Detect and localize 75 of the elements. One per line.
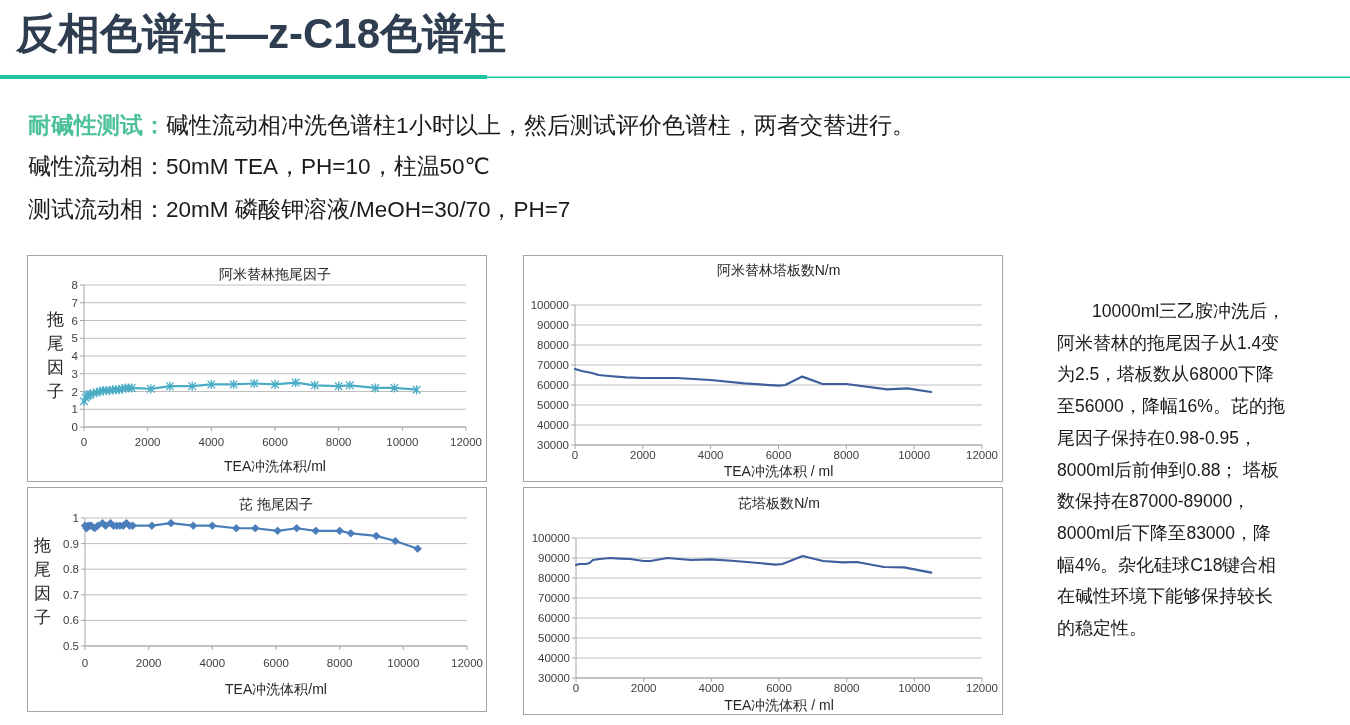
y-tick-label: 60000 xyxy=(538,612,570,624)
x-tick-label: 10000 xyxy=(898,682,931,694)
x-tick-label: 12000 xyxy=(451,657,483,669)
y-tick-label: 1 xyxy=(71,403,78,416)
y-tick-label: 0.7 xyxy=(63,588,79,601)
x-axis-title: TEA冲洗体积/ml xyxy=(224,458,326,474)
x-tick-label: 8000 xyxy=(326,657,353,669)
y-tick-label: 0.8 xyxy=(63,563,79,576)
x-tick-label: 10000 xyxy=(386,436,419,448)
x-tick-label: 2000 xyxy=(134,436,161,448)
text: 碱性流动相冲洗色谱柱1小时以上，然后测试评价色谱柱，两者交替进行。 xyxy=(166,113,915,138)
y-tick-label: 0.6 xyxy=(63,614,79,627)
x-axis-title: TEA冲洗体积 / ml xyxy=(723,463,834,479)
text: 反相色谱柱—z-C18色谱柱 xyxy=(16,9,507,59)
y-tick-label: 60000 xyxy=(537,379,569,391)
y-tick-label: 2 xyxy=(71,385,78,398)
x-tick-label: 6000 xyxy=(766,682,792,694)
x-tick-label: 2000 xyxy=(630,682,657,694)
x-tick-label: 4000 xyxy=(698,682,725,694)
x-axis-title: TEA冲洗体积/ml xyxy=(225,681,327,697)
y-tick-label: 80000 xyxy=(537,339,569,351)
x-tick-label: 12000 xyxy=(966,682,998,694)
y-tick-label: 100000 xyxy=(531,532,570,544)
y-tick-label: 50000 xyxy=(537,399,569,411)
y-tick-label: 5 xyxy=(71,332,78,345)
y-tick-label: 70000 xyxy=(538,592,570,604)
x-tick-label: 0 xyxy=(80,436,88,448)
chart-title: 芘塔板数N/m xyxy=(738,495,820,511)
text: 10000ml三乙胺冲洗后，阿米替林的拖尾因子从1.4变为2.5，塔板数从68000下降至56000，降幅16%。芘的拖尾因子保持在0.98-0.95，8000ml后前伸到0.88； 塔板数保持在87000-89000，8000ml后下降至83000，降幅4%。杂化硅球C18键合相在碱性环境下能够保持较长的稳定性。 xyxy=(1057,301,1286,639)
x-tick-label: 6000 xyxy=(263,657,289,669)
y-tick-label: 50000 xyxy=(538,632,570,644)
y-tick-label: 0.9 xyxy=(63,537,79,550)
y-tick-label: 1 xyxy=(72,512,79,524)
x-tick-label: 2000 xyxy=(135,657,162,669)
x-tick-label: 4000 xyxy=(198,436,225,448)
y-axis-title: 拖尾因子 xyxy=(33,535,51,629)
y-tick-label: 30000 xyxy=(537,439,569,451)
text: 耐碱性测试： xyxy=(28,113,166,138)
y-tick-label: 90000 xyxy=(538,552,570,564)
x-tick-label: 4000 xyxy=(697,449,724,461)
y-tick-label: 0 xyxy=(71,421,78,433)
y-tick-label: 6 xyxy=(71,314,78,327)
x-tick-label: 12000 xyxy=(966,449,998,461)
x-axis-title: TEA冲洗体积 / ml xyxy=(724,697,834,713)
chart-title: 阿米替林塔板数N/m xyxy=(716,262,841,278)
x-tick-label: 10000 xyxy=(387,657,420,669)
y-tick-label: 0.5 xyxy=(63,640,79,652)
text: 碱性流动相：50mM TEA，PH=10，柱温50℃ xyxy=(28,154,490,179)
x-tick-label: 4000 xyxy=(199,657,226,669)
x-tick-label: 0 xyxy=(571,449,579,461)
y-tick-label: 40000 xyxy=(537,419,569,431)
y-tick-label: 40000 xyxy=(538,652,570,664)
y-tick-label: 30000 xyxy=(538,672,570,684)
y-tick-label: 90000 xyxy=(537,319,569,331)
x-tick-label: 10000 xyxy=(898,449,931,461)
x-tick-label: 0 xyxy=(572,682,580,694)
chart-title: 阿米替林拖尾因子 xyxy=(219,266,331,282)
x-tick-label: 0 xyxy=(81,657,89,669)
y-axis-title: 拖尾因子 xyxy=(46,309,64,403)
x-tick-label: 6000 xyxy=(262,436,288,448)
chart-title: 芘 拖尾因子 xyxy=(239,496,313,512)
x-tick-label: 8000 xyxy=(833,682,860,694)
y-tick-label: 100000 xyxy=(530,299,569,311)
y-tick-label: 8 xyxy=(71,279,78,291)
y-tick-label: 80000 xyxy=(538,572,570,584)
y-tick-label: 3 xyxy=(71,367,78,380)
x-tick-label: 8000 xyxy=(325,436,352,448)
x-tick-label: 8000 xyxy=(833,449,860,461)
x-tick-label: 12000 xyxy=(450,436,482,448)
x-tick-label: 2000 xyxy=(630,449,656,461)
x-tick-label: 6000 xyxy=(765,449,792,461)
y-tick-label: 70000 xyxy=(537,359,569,371)
y-tick-label: 4 xyxy=(71,350,79,362)
text: 测试流动相：20mM 磷酸钾溶液/MeOH=30/70，PH=7 xyxy=(28,197,571,222)
y-tick-label: 7 xyxy=(71,296,78,309)
